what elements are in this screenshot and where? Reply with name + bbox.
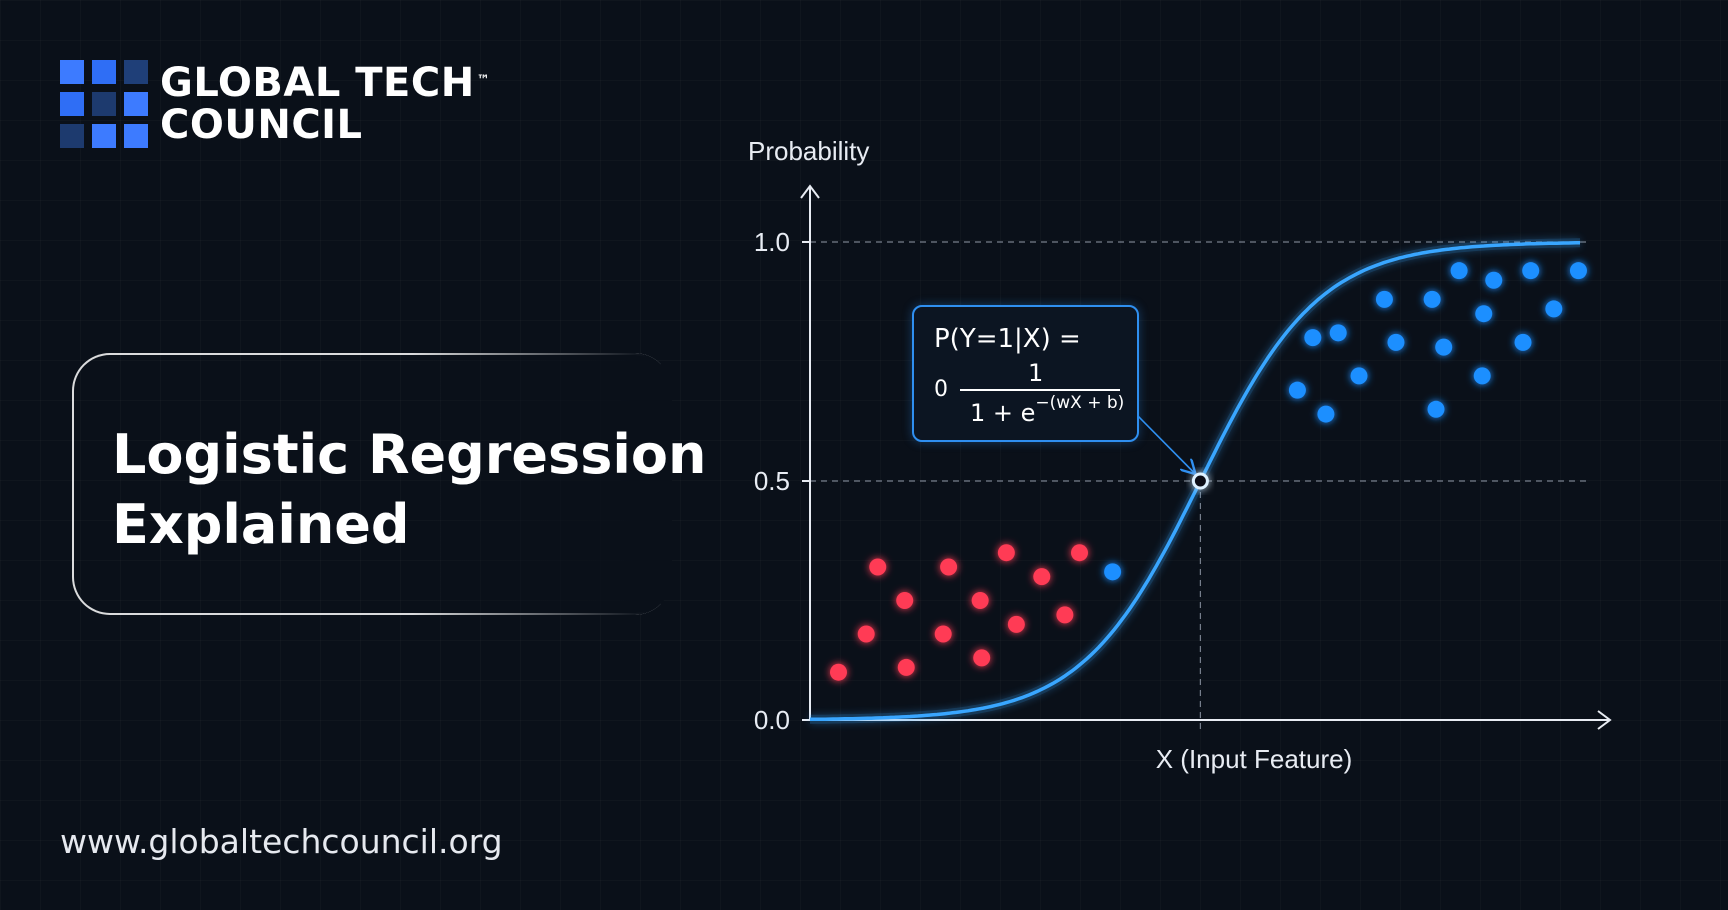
- page-title: Logistic Regression Explained: [112, 423, 707, 556]
- data-point-class-1: [1427, 400, 1445, 418]
- data-point-class-1: [1387, 333, 1405, 351]
- x-axis-arrow: [1597, 710, 1612, 730]
- formula-fraction-bar: [960, 389, 1120, 391]
- data-point-class-0: [897, 658, 915, 676]
- data-point-class-0: [997, 544, 1015, 562]
- data-point-class-0: [1071, 544, 1088, 562]
- data-point-class-1: [1545, 300, 1563, 318]
- formula-prefix: 0: [934, 377, 948, 402]
- decision-point-marker: [1191, 472, 1209, 490]
- brand-logo: GLOBAL TECH ™ COUNCIL: [60, 60, 490, 148]
- website-url: www.globaltechcouncil.org: [60, 822, 503, 861]
- data-point-class-0: [934, 625, 952, 643]
- data-point-class-0: [829, 663, 847, 681]
- data-point-class-1: [1288, 381, 1306, 399]
- data-point-class-1: [1475, 305, 1493, 323]
- data-point-class-1: [1435, 338, 1453, 356]
- trademark-symbol: ™: [476, 73, 491, 88]
- data-point-class-1: [1473, 367, 1491, 385]
- sigmoid-formula-box: P(Y=1|X) = 0 1 1 + e−(wX + b): [912, 305, 1139, 442]
- data-point-class-0: [896, 592, 914, 609]
- formula-lhs: P(Y=1|X) =: [934, 324, 1081, 354]
- formula-exponent: −(wX + b): [1035, 393, 1125, 413]
- data-point-class-1: [1329, 324, 1347, 342]
- title-frame: [72, 353, 672, 615]
- data-point-class-1: [1423, 290, 1441, 308]
- data-point-class-1: [1450, 262, 1468, 280]
- data-point-class-0: [1007, 615, 1025, 633]
- data-point-class-1: [1350, 367, 1368, 385]
- data-point-class-1: [1317, 405, 1335, 423]
- formula-numerator: 1: [1028, 359, 1044, 387]
- data-point-class-0: [973, 649, 991, 667]
- data-point-class-1: [1104, 563, 1122, 581]
- data-point-class-0: [940, 558, 958, 576]
- data-point-class-0: [971, 592, 989, 609]
- data-point-class-0: [1033, 568, 1051, 586]
- data-point-class-0: [857, 625, 875, 643]
- formula-pointer-arrow: [1131, 409, 1194, 473]
- data-point-class-1: [1375, 290, 1393, 308]
- data-point-class-1: [1522, 262, 1540, 280]
- logistic-regression-chart: 0.0 0.5 1.0 Probability X (Input Feature): [748, 136, 1612, 774]
- y-axis-label: Probability: [748, 136, 869, 166]
- logo-mark-icon: [60, 60, 148, 148]
- data-point-class-1: [1569, 262, 1587, 280]
- data-point-class-0: [1056, 606, 1074, 624]
- data-point-class-0: [869, 558, 887, 576]
- y-tick-label: 0.0: [754, 705, 790, 735]
- brand-name: GLOBAL TECH ™ COUNCIL: [160, 62, 490, 146]
- brand-name-line1: GLOBAL TECH: [160, 60, 475, 106]
- data-point-class-1: [1485, 271, 1503, 289]
- formula-denominator-base: 1 + e: [970, 399, 1036, 427]
- x-axis-label: X (Input Feature): [1156, 744, 1353, 774]
- y-tick-label: 1.0: [754, 227, 790, 257]
- y-tick-label: 0.5: [754, 466, 790, 496]
- brand-name-line2: COUNCIL: [160, 102, 363, 148]
- formula-denominator: 1 + e−(wX + b): [970, 393, 1124, 427]
- sigmoid-curve: [810, 241, 1580, 722]
- data-point-class-1: [1514, 333, 1532, 351]
- data-point-class-1: [1304, 329, 1322, 347]
- y-axis-arrow: [800, 184, 820, 199]
